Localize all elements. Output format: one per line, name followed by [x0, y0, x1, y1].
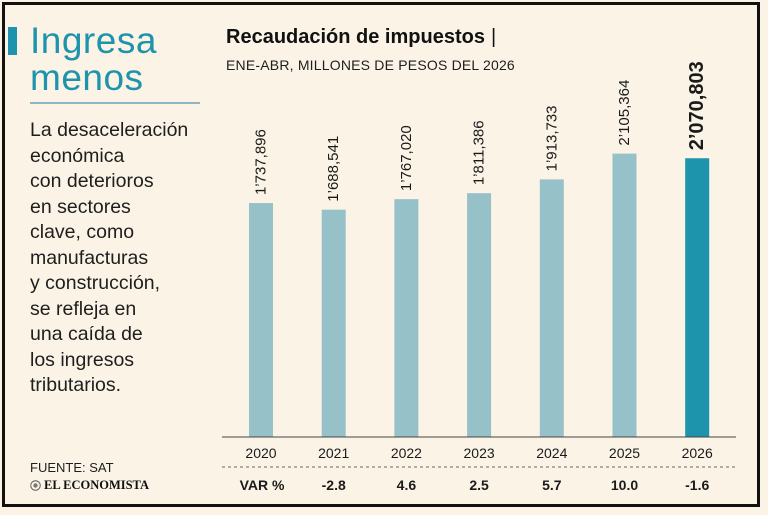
description-line: una caída de: [30, 323, 143, 345]
brand-name: EL ECONOMISTA: [44, 478, 149, 492]
var-value: 4.6: [397, 477, 417, 493]
description-line: clave, como: [30, 221, 135, 243]
var-row-label: VAR %: [240, 477, 285, 493]
brand: EL ECONOMISTA: [30, 478, 149, 493]
description-line: se refleja en: [30, 297, 137, 320]
chart-title-text: Recaudación de impuestos: [226, 26, 485, 48]
var-value: 2.5: [469, 477, 489, 493]
x-tick-label: 2025: [609, 445, 640, 461]
value-label: 1’767,020: [398, 125, 415, 191]
chart-subtitle: ENE-ABR, MILLONES DE PESOS DEL 2026: [226, 57, 515, 73]
value-label: 1’737,896: [253, 129, 270, 195]
description-line: y construcción,: [30, 272, 161, 294]
bar: [612, 153, 637, 437]
var-value: -2.8: [322, 477, 346, 493]
description-line: tributarios.: [30, 374, 122, 396]
value-label: 2’070,803: [686, 61, 708, 150]
description-line: económica: [30, 144, 125, 167]
headline: Ingresa menos: [30, 22, 157, 96]
var-value: -1.6: [685, 477, 709, 493]
value-label: 1’688,541: [325, 136, 342, 202]
source-note: FUENTE: SAT: [30, 460, 114, 475]
var-value: 5.7: [542, 477, 562, 493]
headline-line-1: Ingresa: [30, 20, 157, 61]
x-tick-label: 2021: [318, 445, 349, 461]
bar: [249, 203, 273, 437]
description-line: con deterioros: [30, 170, 154, 192]
value-label: 2’105,364: [616, 80, 633, 146]
divider: [30, 102, 200, 104]
x-tick-label: 2023: [464, 445, 495, 461]
x-tick-label: 2022: [391, 445, 422, 461]
value-label: 1’811,386: [471, 120, 488, 185]
x-tick-label: 2024: [536, 445, 567, 461]
bar: [467, 193, 492, 437]
bar: [394, 199, 419, 437]
chart-title-separator: |: [490, 26, 497, 48]
brand-logo-icon: [30, 480, 41, 491]
x-tick-label: 2020: [245, 445, 276, 461]
var-value: 10.0: [611, 477, 638, 493]
description-line: los ingresos: [30, 348, 135, 371]
accent-bar: [8, 27, 17, 55]
description-line: La desaceleración: [30, 119, 189, 141]
bar: [685, 158, 710, 438]
x-tick-label: 2026: [682, 445, 713, 461]
bar: [539, 179, 564, 438]
description-line: en sectores: [30, 195, 131, 218]
chart-title: Recaudación de impuestos |: [226, 26, 496, 49]
value-label: 1’913,733: [543, 105, 560, 171]
description: La desaceleración económica con deterior…: [30, 118, 205, 399]
description-line: manufacturas: [30, 246, 149, 269]
headline-line-2: menos: [30, 57, 144, 98]
bar: [321, 209, 346, 437]
